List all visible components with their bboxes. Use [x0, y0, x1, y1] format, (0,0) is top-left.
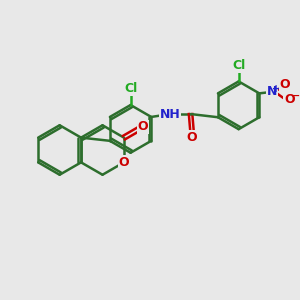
- Text: O: O: [284, 93, 295, 106]
- Text: O: O: [187, 131, 197, 144]
- Text: NH: NH: [160, 107, 181, 121]
- Text: Cl: Cl: [124, 82, 137, 95]
- Text: +: +: [272, 84, 280, 94]
- Text: N: N: [267, 85, 277, 98]
- Text: −: −: [290, 91, 300, 101]
- Text: O: O: [280, 78, 290, 91]
- Text: O: O: [118, 156, 129, 169]
- Text: Cl: Cl: [232, 59, 245, 72]
- Text: O: O: [137, 120, 148, 133]
